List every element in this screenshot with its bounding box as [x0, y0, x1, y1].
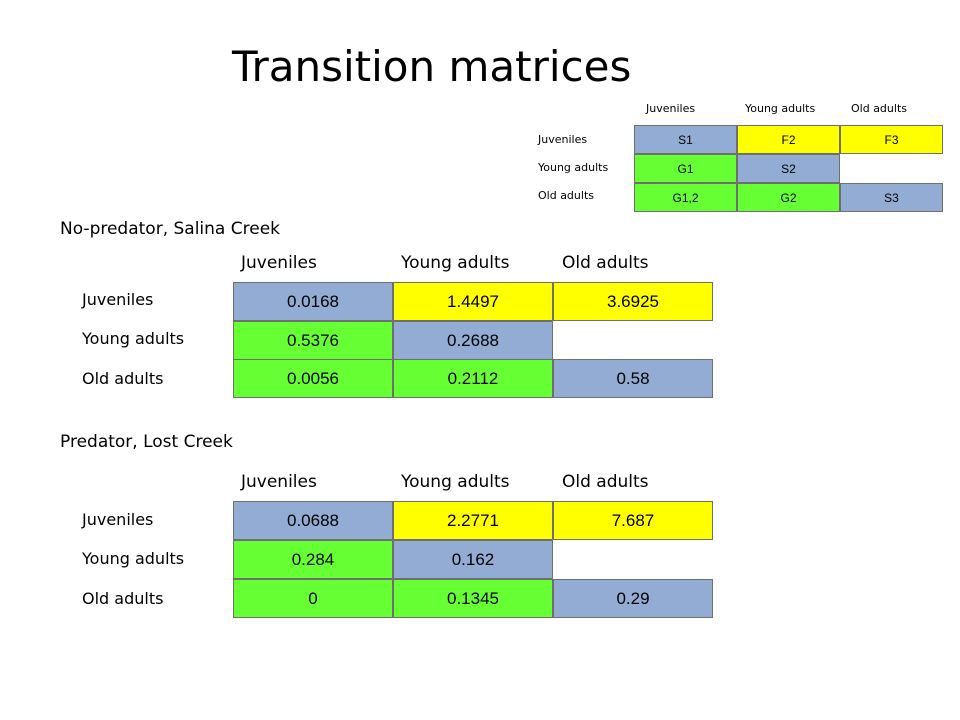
no-predator-cell-r1c2: 1.4497 — [393, 282, 553, 321]
predator-cell-r1c2: 2.2771 — [393, 501, 553, 540]
no-predator-row-header-juveniles: Juveniles — [82, 290, 154, 309]
no-predator-cell-r2c2: 0.2688 — [393, 321, 553, 360]
predator-cell-r2c2: 0.162 — [393, 540, 553, 579]
legend-cell-s3: S3 — [840, 183, 943, 212]
no-predator-col-header-young-adults: Young adults — [401, 253, 510, 273]
legend-cell-empty — [840, 154, 943, 183]
predator-col-header-old-adults: Old adults — [562, 472, 649, 492]
legend-col-header-young-adults: Young adults — [745, 102, 816, 115]
legend-row-header-juveniles: Juveniles — [538, 133, 588, 146]
predator-col-header-young-adults: Young adults — [401, 472, 510, 492]
predator-cell-r1c3: 7.687 — [553, 501, 713, 540]
legend-cell-s2: S2 — [737, 154, 840, 183]
legend-row-header-young-adults: Young adults — [538, 161, 609, 174]
legend-cell-f2: F2 — [737, 125, 840, 154]
no-predator-row-header-old-adults: Old adults — [82, 369, 164, 388]
predator-row-header-old-adults: Old adults — [82, 589, 164, 608]
legend-cell-g1: G1 — [634, 154, 737, 183]
predator-cell-r3c2: 0.1345 — [393, 579, 553, 618]
legend-cell-s1: S1 — [634, 125, 737, 154]
no-predator-col-header-old-adults: Old adults — [562, 253, 649, 273]
no-predator-cell-r3c1: 0.0056 — [233, 359, 393, 398]
no-predator-cell-r2c1: 0.5376 — [233, 321, 393, 360]
no-predator-cell-r2c3 — [553, 321, 713, 360]
no-predator-cell-r3c3: 0.58 — [553, 359, 713, 398]
legend-cell-g2: G2 — [737, 183, 840, 212]
predator-cell-r2c3 — [553, 540, 713, 579]
predator-title: Predator, Lost Creek — [60, 432, 233, 452]
predator-cell-r2c1: 0.284 — [233, 540, 393, 579]
legend-col-header-old-adults: Old adults — [851, 102, 907, 115]
no-predator-row-header-young-adults: Young adults — [82, 329, 185, 348]
predator-row-header-juveniles: Juveniles — [82, 510, 154, 529]
no-predator-cell-r1c1: 0.0168 — [233, 282, 393, 321]
predator-cell-r3c1: 0 — [233, 579, 393, 618]
page-title: Transition matrices — [232, 42, 632, 91]
legend-cell-f3: F3 — [840, 125, 943, 154]
legend-cell-g12: G1,2 — [634, 183, 737, 212]
predator-row-header-young-adults: Young adults — [82, 549, 185, 568]
predator-cell-r1c1: 0.0688 — [233, 501, 393, 540]
legend-row-header-old-adults: Old adults — [538, 189, 594, 202]
legend-col-header-juveniles: Juveniles — [646, 102, 696, 115]
no-predator-cell-r3c2: 0.2112 — [393, 359, 553, 398]
no-predator-title: No-predator, Salina Creek — [60, 219, 281, 239]
predator-cell-r3c3: 0.29 — [553, 579, 713, 618]
predator-col-header-juveniles: Juveniles — [241, 472, 317, 492]
no-predator-col-header-juveniles: Juveniles — [241, 253, 317, 273]
no-predator-cell-r1c3: 3.6925 — [553, 282, 713, 321]
